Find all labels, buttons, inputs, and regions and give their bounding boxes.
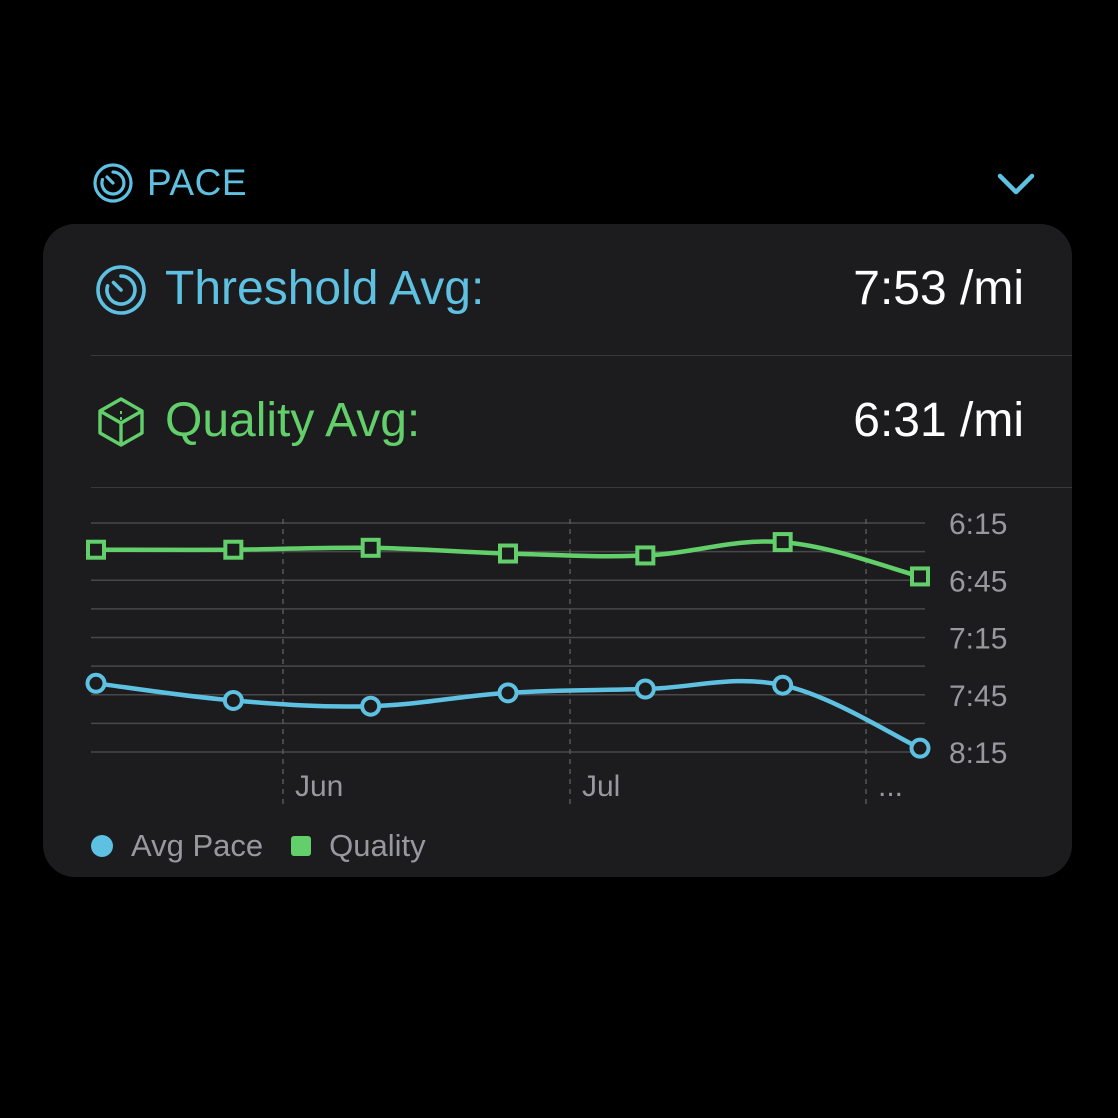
legend-item-quality: Quality — [291, 828, 426, 864]
data-point-avg-pace — [222, 689, 244, 711]
data-point-quality — [635, 545, 656, 566]
data-point-avg-pace — [497, 682, 519, 704]
divider — [91, 355, 1072, 356]
data-point-quality — [910, 566, 930, 587]
x-tick-label: Jun — [295, 770, 343, 803]
chevron-down-icon[interactable] — [990, 166, 1042, 202]
y-tick-label: 8:15 — [949, 737, 1007, 770]
pace-chart: 6:15 6:45 7:15 7:45 8:15 Jun Jul... — [85, 508, 1007, 804]
x-tick-label: ... — [878, 770, 903, 803]
pace-dial-icon — [96, 265, 146, 315]
y-tick-label: 7:15 — [949, 623, 1007, 656]
data-point-quality — [86, 539, 106, 560]
threshold-avg-value: 7:53 /mi — [853, 262, 1024, 315]
y-tick-label: 7:45 — [949, 680, 1007, 713]
y-tick-label: 6:45 — [949, 565, 1007, 598]
data-point-quality — [360, 537, 381, 558]
data-point-avg-pace — [772, 674, 794, 696]
pace-dial-icon — [93, 163, 133, 203]
pace-card: Threshold Avg: 7:53 /mi Quality Avg: 6:3… — [43, 224, 1072, 877]
legend-label-quality: Quality — [329, 828, 426, 863]
data-point-avg-pace — [85, 672, 107, 694]
y-tick-label: 6:15 — [949, 508, 1007, 541]
threshold-avg-row: Threshold Avg: 7:53 /mi — [91, 224, 1072, 354]
chart-legend: Avg Pace Quality — [91, 824, 454, 868]
data-point-avg-pace — [360, 695, 382, 717]
quality-avg-value: 6:31 /mi — [853, 394, 1024, 447]
legend-swatch-quality — [291, 836, 312, 856]
data-point-quality — [223, 539, 244, 560]
data-point-quality — [498, 543, 518, 564]
divider — [91, 487, 1072, 488]
data-point-avg-pace — [909, 737, 931, 759]
legend-item-avg-pace: Avg Pace — [91, 828, 263, 864]
legend-label-avg-pace: Avg Pace — [131, 828, 264, 863]
threshold-avg-label: Threshold Avg: — [165, 262, 485, 315]
quality-avg-label: Quality Avg: — [165, 394, 421, 447]
data-point-quality — [772, 532, 793, 553]
section-header: PACE — [92, 160, 1042, 206]
legend-swatch-avg-pace — [91, 835, 113, 857]
data-point-avg-pace — [634, 678, 656, 700]
section-title: PACE — [147, 162, 248, 203]
cube-icon — [98, 397, 144, 447]
quality-avg-row: Quality Avg: 6:31 /mi — [91, 356, 1072, 486]
x-tick-label: Jul — [582, 770, 620, 803]
